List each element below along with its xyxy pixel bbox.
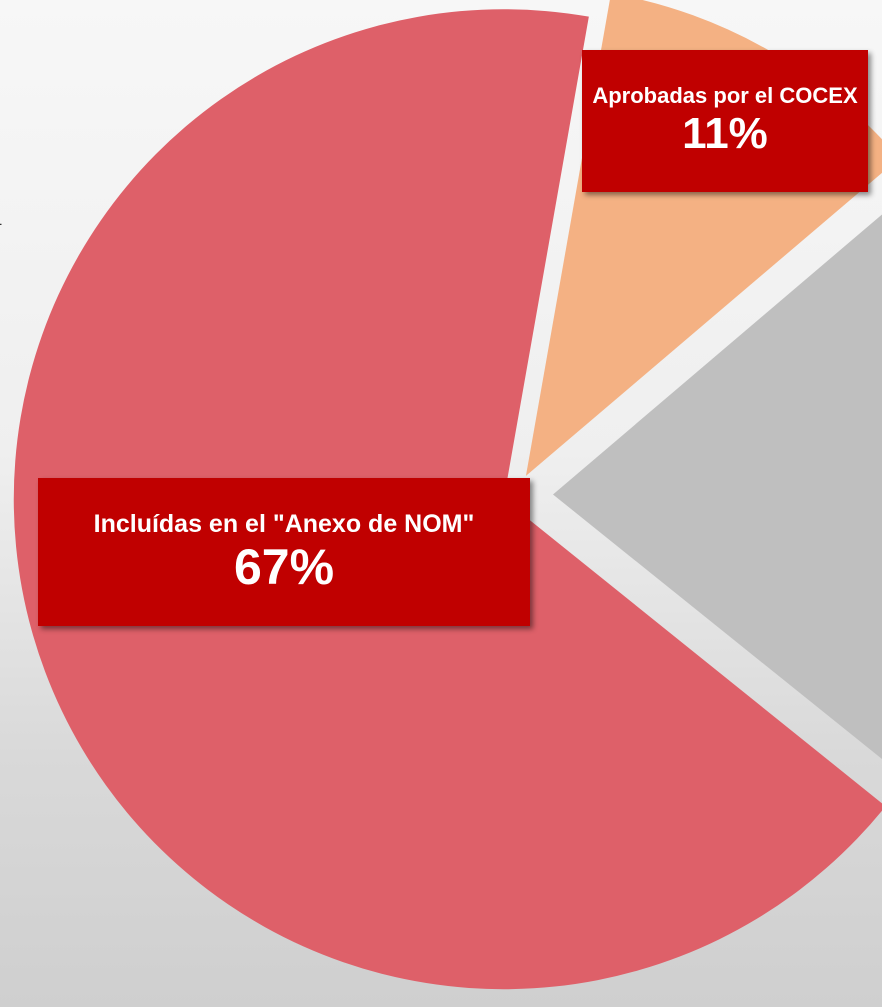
label-value: 11%	[682, 109, 768, 158]
data-label: Aprobadas por el COCEX 11%	[582, 50, 868, 192]
label-name: Aprobadas por el COCEX	[592, 83, 858, 108]
label-name: Incluídas en el "Anexo de NOM"	[93, 510, 475, 538]
annotation: 4	[0, 212, 2, 233]
pie-slice	[552, 214, 882, 759]
data-label: Incluídas en el "Anexo de NOM" 67%	[38, 478, 530, 626]
label-value: 67%	[233, 539, 335, 595]
